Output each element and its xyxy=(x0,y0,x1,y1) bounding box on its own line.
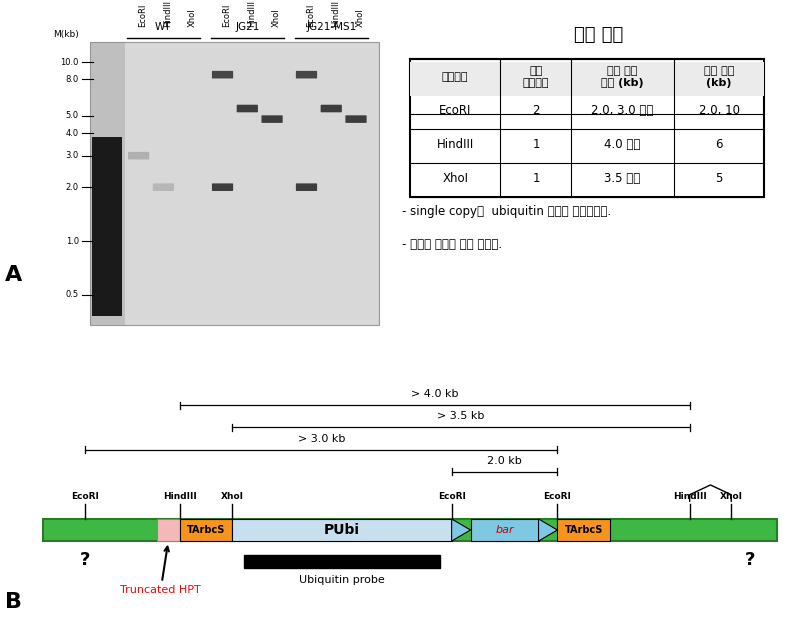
Text: HindIII: HindIII xyxy=(331,1,340,28)
FancyBboxPatch shape xyxy=(236,105,258,112)
Text: XhoI: XhoI xyxy=(719,492,742,501)
Text: 4.0 이상: 4.0 이상 xyxy=(604,138,640,151)
Text: 0.5: 0.5 xyxy=(66,290,79,299)
Text: XhoI: XhoI xyxy=(188,9,197,28)
Text: EcoRI: EcoRI xyxy=(71,492,99,501)
Text: - 예상된 크기의 밴드 출현됨.: - 예상된 크기의 밴드 출현됨. xyxy=(402,238,502,250)
FancyBboxPatch shape xyxy=(261,116,283,123)
FancyBboxPatch shape xyxy=(128,152,149,159)
FancyBboxPatch shape xyxy=(296,184,316,191)
Polygon shape xyxy=(538,519,556,541)
Text: bar: bar xyxy=(495,525,513,535)
Text: HindIII: HindIII xyxy=(672,492,706,501)
Text: 4.0: 4.0 xyxy=(66,129,79,138)
Text: WT: WT xyxy=(155,22,171,32)
Text: > 3.5 kb: > 3.5 kb xyxy=(437,412,484,421)
Text: 예상 밴드
크기 (kb): 예상 밴드 크기 (kb) xyxy=(601,66,643,88)
Text: 3.0: 3.0 xyxy=(66,151,79,160)
Bar xyxy=(470,519,538,541)
Text: ?: ? xyxy=(744,551,754,569)
Text: EcoRI: EcoRI xyxy=(437,492,465,501)
Bar xyxy=(90,42,125,325)
Text: XhoI: XhoI xyxy=(271,9,281,28)
Text: EcoRI: EcoRI xyxy=(438,104,471,117)
Bar xyxy=(410,62,764,96)
Text: Truncated HPT: Truncated HPT xyxy=(120,547,201,595)
Text: HindIII: HindIII xyxy=(163,1,172,28)
Bar xyxy=(232,519,451,541)
Bar xyxy=(179,519,232,541)
Text: 1: 1 xyxy=(532,171,539,185)
Text: 2.0 kb: 2.0 kb xyxy=(487,456,521,466)
Text: EcoRI: EcoRI xyxy=(222,4,231,28)
Text: XhoI: XhoI xyxy=(221,492,243,501)
Text: 3.5 이상: 3.5 이상 xyxy=(604,171,640,185)
Text: > 3.0 kb: > 3.0 kb xyxy=(297,433,344,444)
Text: 예상
밴드개수: 예상 밴드개수 xyxy=(522,66,548,88)
Text: JG21-MS1: JG21-MS1 xyxy=(306,22,356,32)
Text: PUbi: PUbi xyxy=(324,523,360,537)
Text: A: A xyxy=(5,265,22,284)
Text: 10.0: 10.0 xyxy=(60,58,79,67)
FancyBboxPatch shape xyxy=(320,105,341,112)
Text: 8.0: 8.0 xyxy=(66,75,79,84)
Text: EcoRI: EcoRI xyxy=(543,492,571,501)
Text: Ubiquitin probe: Ubiquitin probe xyxy=(299,575,385,585)
Text: HindIII: HindIII xyxy=(436,138,473,151)
Text: EcoRI: EcoRI xyxy=(138,4,148,28)
Text: TArbcS: TArbcS xyxy=(186,525,225,535)
Bar xyxy=(243,555,440,568)
Text: HindIII: HindIII xyxy=(247,1,256,28)
Bar xyxy=(92,137,122,317)
Text: 2.0, 3.0 이상: 2.0, 3.0 이상 xyxy=(591,104,653,117)
Text: JG21: JG21 xyxy=(234,22,259,32)
Text: HindIII: HindIII xyxy=(162,492,196,501)
Text: ?: ? xyxy=(79,551,90,569)
Text: 실제 크기
(kb): 실제 크기 (kb) xyxy=(703,66,733,88)
FancyBboxPatch shape xyxy=(153,184,173,191)
Text: 1: 1 xyxy=(532,138,539,151)
Text: 2.0, 10: 2.0, 10 xyxy=(698,104,739,117)
Text: 제한효소: 제한효소 xyxy=(442,72,468,82)
Text: 1.0: 1.0 xyxy=(66,237,79,246)
Polygon shape xyxy=(451,519,470,541)
FancyBboxPatch shape xyxy=(212,184,233,191)
Text: M(kb): M(kb) xyxy=(53,30,79,39)
Text: 2: 2 xyxy=(532,104,539,117)
Bar xyxy=(90,42,379,325)
FancyBboxPatch shape xyxy=(345,116,366,123)
FancyBboxPatch shape xyxy=(296,71,316,78)
Text: TArbcS: TArbcS xyxy=(564,525,602,535)
Text: B: B xyxy=(5,592,22,612)
Text: - single copy의  ubiquitin 유전자 삽입되었음.: - single copy의 ubiquitin 유전자 삽입되었음. xyxy=(402,205,610,218)
Bar xyxy=(157,519,179,541)
Text: > 4.0 kb: > 4.0 kb xyxy=(410,389,458,399)
Text: 결과 요약: 결과 요약 xyxy=(573,26,623,44)
Text: 2.0: 2.0 xyxy=(66,183,79,192)
Text: 5: 5 xyxy=(715,171,722,185)
FancyBboxPatch shape xyxy=(212,71,233,78)
Text: XhoI: XhoI xyxy=(442,171,467,185)
Text: 6: 6 xyxy=(715,138,722,151)
Bar xyxy=(410,58,764,196)
Bar xyxy=(556,519,609,541)
Text: XhoI: XhoI xyxy=(356,9,365,28)
Text: EcoRI: EcoRI xyxy=(306,4,315,28)
Bar xyxy=(43,519,776,541)
Text: 5.0: 5.0 xyxy=(66,112,79,121)
